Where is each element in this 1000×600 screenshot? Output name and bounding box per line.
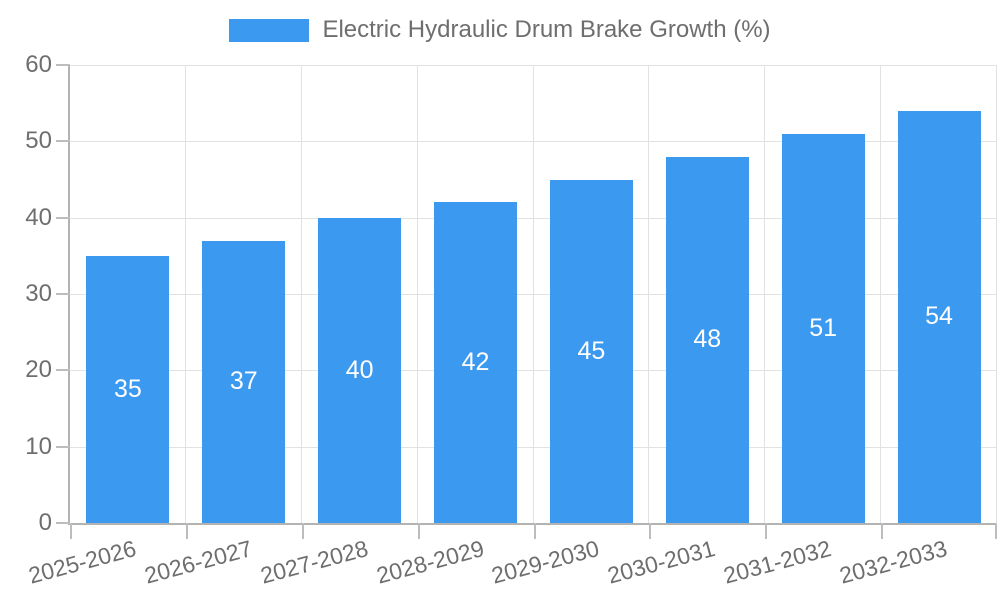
x-axis-tick [185,523,188,539]
x-axis-tick [765,523,768,539]
v-gridline [880,65,882,523]
y-axis-tick [56,369,70,372]
bar-value-label: 54 [925,302,953,331]
bar-2030-2031[interactable]: 48 [665,156,749,523]
v-gridline [764,65,766,523]
x-axis-tick [649,523,652,539]
legend-label: Electric Hydraulic Drum Brake Growth (%) [322,16,771,43]
bar-2025-2026[interactable]: 35 [86,255,170,523]
v-gridline [184,65,186,523]
bar-value-label: 51 [809,313,838,342]
plot-area: 35 37 40 42 45 48 51 54 [56,64,997,539]
bar-2031-2032[interactable]: 51 [781,133,865,523]
y-axis-tick [56,64,70,66]
h-gridline [70,446,997,448]
h-gridline [70,217,997,219]
x-axis-tick [881,523,884,539]
y-axis-tick [56,293,70,295]
bar-value-label: 48 [693,325,722,354]
h-gridline [70,294,997,295]
y-tick-label: 20 [25,356,52,384]
bar-value-label: 37 [229,367,258,396]
y-tick-label: 10 [25,432,52,460]
x-tick-label: 2025-2026 [25,535,139,589]
x-axis-tick [301,523,304,539]
bar-2027-2028[interactable]: 40 [318,217,402,523]
bar-2026-2027[interactable]: 37 [202,240,286,523]
x-axis-tick [533,523,536,539]
y-tick-label: 0 [38,509,52,536]
v-gridline [532,65,534,523]
v-gridline [996,65,997,523]
h-gridline [70,65,997,66]
x-tick-label: 2028-2029 [373,535,487,589]
bar-value-label: 40 [345,355,374,384]
y-axis-tick [56,216,70,219]
x-tick-label: 2029-2030 [489,535,603,589]
x-tick-label: 2031-2032 [720,535,834,589]
y-tick-label: 60 [25,51,52,78]
y-axis-tick [56,140,70,143]
legend-swatch [229,18,310,42]
x-axis-tick [70,523,72,539]
v-gridline [416,65,418,523]
x-tick-label: 2032-2033 [836,535,950,589]
bar-2028-2029[interactable]: 42 [434,202,518,523]
y-tick-label: 40 [25,203,52,231]
x-axis-tick [417,523,420,539]
y-axis-tick [56,522,70,524]
bar-value-label: 35 [114,374,142,403]
v-gridline [648,65,650,523]
legend[interactable]: Electric Hydraulic Drum Brake Growth (%) [0,16,1000,44]
x-tick-label: 2030-2031 [605,535,719,589]
v-gridline [300,65,302,523]
x-axis-tick [995,523,997,539]
bar-2032-2033[interactable]: 54 [897,110,981,523]
bar-value-label: 42 [461,348,490,377]
y-tick-label: 30 [25,280,52,307]
h-gridline [70,370,997,372]
y-axis-tick [56,445,70,448]
x-tick-label: 2027-2028 [257,535,371,589]
h-gridline [70,141,997,143]
bar-2029-2030[interactable]: 45 [549,179,633,523]
y-tick-label: 50 [25,127,52,155]
bar-value-label: 45 [577,336,606,365]
x-tick-label: 2026-2027 [141,535,255,589]
